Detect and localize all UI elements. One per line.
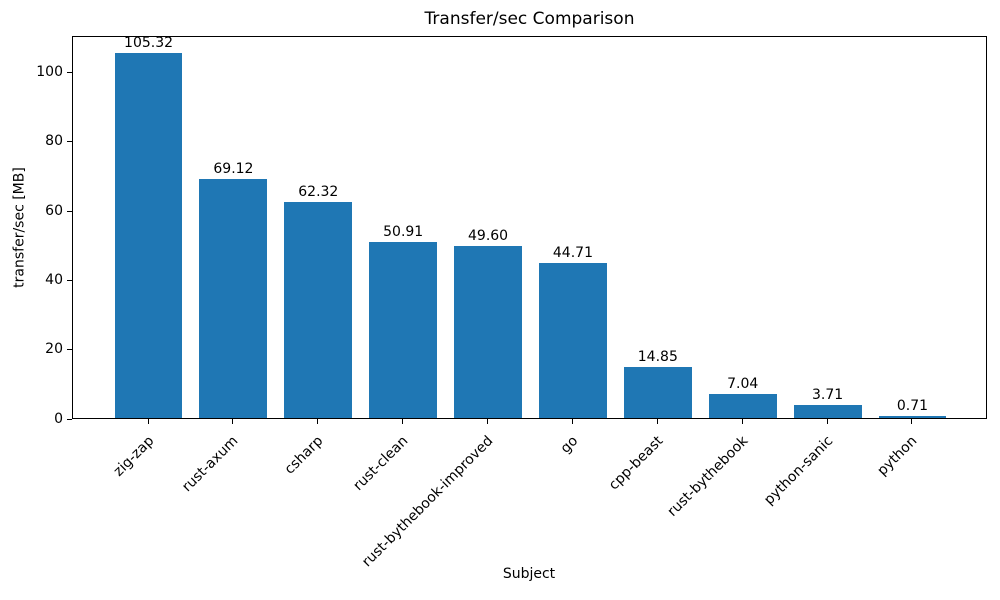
y-tick-label: 40 — [45, 271, 63, 288]
x-tick-label-rust-bythebook: rust-bythebook — [664, 433, 752, 520]
y-tick — [67, 141, 72, 143]
y-tick-label: 60 — [45, 202, 63, 219]
bar-zig-zap — [114, 53, 183, 418]
x-tick — [147, 419, 149, 424]
y-tick-label: 80 — [45, 133, 63, 150]
x-tick — [317, 419, 319, 424]
bar-rust-bythebook-improved — [454, 246, 522, 418]
bar-rust-bythebook — [708, 393, 777, 418]
y-tick — [67, 279, 72, 281]
x-tick-label-rust-clean: rust-clean — [350, 433, 412, 494]
x-tick — [911, 419, 913, 424]
y-tick — [67, 349, 72, 351]
y-axis-label: transfer/sec [MB] — [11, 167, 28, 288]
x-tick — [741, 419, 743, 424]
x-tick-label-zig-zap: zig-zap — [110, 433, 157, 480]
y-tick — [67, 72, 72, 74]
x-axis-label: Subject — [502, 566, 556, 582]
bar-python — [878, 415, 947, 418]
bar-value-label: 3.71 — [811, 387, 844, 404]
bar-value-label: 44.71 — [552, 245, 593, 262]
bar-cpp-beast — [623, 366, 692, 418]
x-tick-label-python-sanic: python-sanic — [760, 433, 836, 509]
y-tick-label: 100 — [36, 64, 63, 81]
bar-value-label: 7.04 — [727, 375, 759, 392]
bar-value-label: 69.12 — [213, 160, 254, 177]
bar-rust-axum — [199, 178, 268, 418]
y-tick — [67, 210, 72, 212]
bar-value-label: 0.71 — [896, 397, 929, 414]
x-tick — [571, 419, 573, 424]
x-tick-label-rust-axum: rust-axum — [179, 433, 242, 496]
bar-rust-clean — [369, 241, 438, 418]
bar-go — [538, 263, 607, 418]
x-tick — [487, 419, 489, 424]
y-tick-label: 0 — [54, 410, 63, 427]
bar-python-sanic — [793, 405, 862, 418]
bar-value-label: 62.32 — [298, 184, 339, 201]
y-tick-label: 20 — [45, 341, 63, 358]
chart-title: Transfer/sec Comparison — [424, 9, 635, 29]
x-tick-label-csharp: csharp — [281, 433, 327, 478]
bar-value-label: 49.60 — [468, 228, 509, 245]
x-tick — [826, 419, 828, 424]
bar-value-label: 50.91 — [383, 223, 424, 240]
x-tick — [232, 419, 234, 424]
x-tick — [656, 419, 658, 424]
y-tick — [67, 418, 72, 420]
bar-value-label: 105.32 — [124, 35, 174, 52]
plot-area: 105.32 69.12 62.32 50.91 49.60 44.71 14.85 7.04… — [72, 35, 987, 419]
x-tick-label-python: python — [874, 433, 921, 479]
bar-value-label: 14.85 — [637, 348, 678, 365]
x-tick — [402, 419, 404, 424]
bar-csharp — [284, 202, 353, 418]
